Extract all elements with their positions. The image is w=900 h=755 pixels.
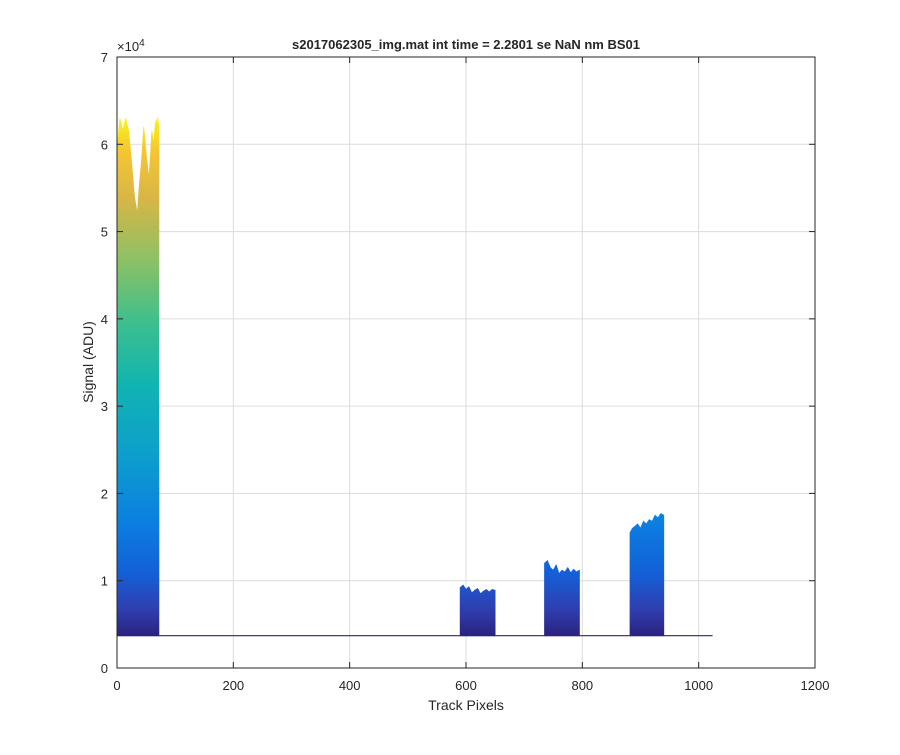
svg-text:×104: ×104 [117,38,145,54]
x-tick-label: 800 [571,678,593,693]
series-peak-4 [629,512,665,637]
y-axis-label: Signal (ADU) [80,321,96,403]
chart-title: s2017062305_img.mat int time = 2.2801 se… [292,37,640,52]
y-tick-label: 1 [101,574,108,589]
y-tick-label: 7 [101,50,108,65]
series-peak-3 [544,559,580,637]
y-tick-label: 3 [101,399,108,414]
x-tick-label: 600 [455,678,477,693]
x-tick-label: 0 [113,678,120,693]
x-tick-label: 200 [222,678,244,693]
y-exponent-base: ×10 [117,39,139,54]
grid-lines [117,57,815,668]
x-axis-label: Track Pixels [428,697,504,713]
x-tick-label: 400 [339,678,361,693]
y-exponent-label: ×104 [117,38,145,54]
x-tick-label: 1200 [801,678,830,693]
series-peak-2 [459,584,496,637]
data-series [117,116,713,637]
y-tick-label: 0 [101,661,108,676]
y-ticks: 0 1 2 3 4 5 6 7 [101,50,815,676]
y-tick-label: 6 [101,137,108,152]
y-exponent-power: 4 [139,38,145,49]
y-tick-label: 4 [101,312,108,327]
series-peak-1 [117,116,160,637]
x-tick-label: 1000 [684,678,713,693]
y-tick-label: 2 [101,486,108,501]
y-tick-label: 5 [101,225,108,240]
x-ticks: 0 200 400 600 800 1000 1200 [113,57,829,693]
